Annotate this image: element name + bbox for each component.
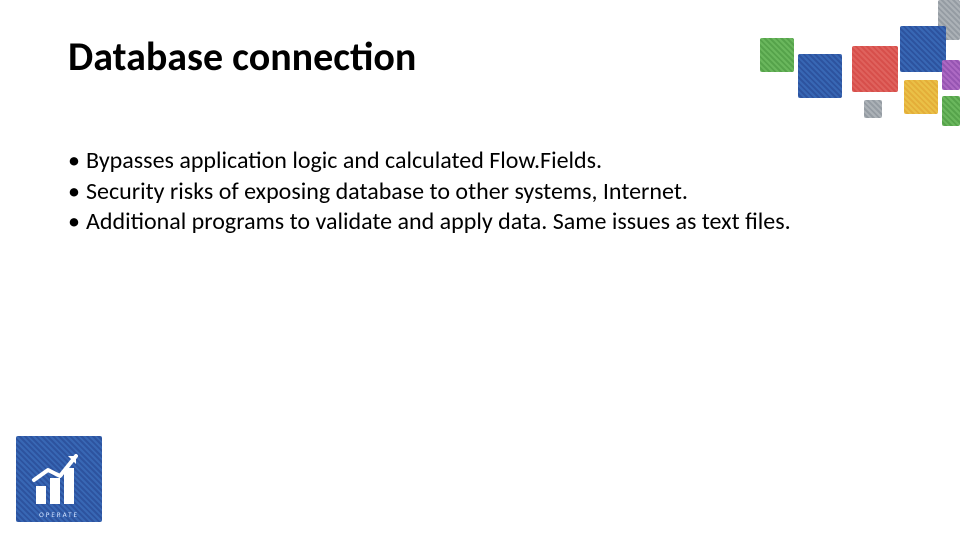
slide: Database connection • Bypasses applicati…	[0, 0, 960, 540]
slide-title: Database connection	[68, 32, 416, 81]
bullet-text: Bypasses application logic and calculate…	[86, 146, 888, 177]
decorative-squares	[660, 0, 960, 140]
bullet-list: • Bypasses application logic and calcula…	[68, 146, 888, 238]
list-item: • Bypasses application logic and calcula…	[68, 146, 888, 177]
decor-square	[852, 46, 898, 92]
bullet-dot-icon: •	[68, 146, 86, 177]
decor-square	[900, 26, 946, 72]
decor-square	[760, 38, 794, 72]
decor-square	[864, 100, 882, 118]
decor-square	[942, 60, 960, 90]
decor-square	[942, 96, 960, 126]
brand-caption: OPERATE	[16, 510, 102, 519]
bullet-text: Additional programs to validate and appl…	[86, 207, 888, 238]
list-item: • Security risks of exposing database to…	[68, 177, 888, 208]
decor-square	[798, 54, 842, 98]
list-item: • Additional programs to validate and ap…	[68, 207, 888, 238]
decor-square	[904, 80, 938, 114]
bullet-dot-icon: •	[68, 207, 86, 238]
chart-arrow-icon	[16, 436, 102, 522]
brand-logo: OPERATE	[16, 436, 102, 522]
bullet-dot-icon: •	[68, 177, 86, 208]
bullet-text: Security risks of exposing database to o…	[86, 177, 888, 208]
